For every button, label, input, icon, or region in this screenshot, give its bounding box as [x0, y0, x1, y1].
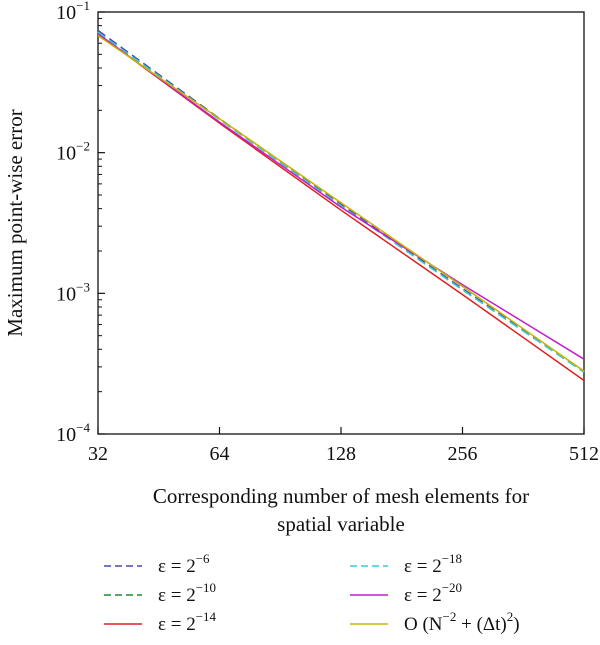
series-layer	[97, 29, 585, 382]
plot-frame	[97, 11, 585, 435]
legend-label-6: O (N−2 + (Δt)2)	[404, 609, 520, 635]
y-tick-label: 10−2	[56, 139, 90, 165]
x-tick-label: 64	[210, 443, 230, 465]
x-axis-label-line-1: Corresponding number of mesh elements fo…	[153, 484, 529, 508]
x-axis: 32 64 128 256 512	[88, 427, 599, 465]
x-axis-label-line-2: spatial variable	[277, 512, 405, 536]
legend-label-2: ε = 2−10	[158, 580, 216, 606]
legend-label-3: ε = 2−14	[158, 609, 217, 635]
y-tick-label: 10−3	[56, 279, 90, 305]
x-tick-label: 128	[326, 443, 356, 465]
x-tick-label: 32	[88, 443, 108, 465]
series-line-5	[97, 33, 585, 360]
legend-label-1: ε = 2−6	[158, 551, 210, 577]
legend-label-4: ε = 2−18	[404, 551, 462, 577]
x-tick-label: 256	[448, 443, 478, 465]
y-axis: 10−4 10−3 10−2 10−1	[56, 0, 105, 446]
legend-label-5: ε = 2−20	[404, 580, 462, 606]
x-tick-label: 512	[569, 443, 599, 465]
series-line-6	[97, 34, 585, 372]
y-tick-label: 10−1	[56, 0, 90, 24]
series-line-1	[97, 29, 585, 372]
legend: ε = 2−6 ε = 2−10 ε = 2−14 ε = 2−18 ε = 2−20 O…	[104, 551, 520, 635]
y-tick-label: 10−4	[56, 420, 90, 446]
y-axis-label: Maximum point-wise error	[3, 109, 27, 336]
